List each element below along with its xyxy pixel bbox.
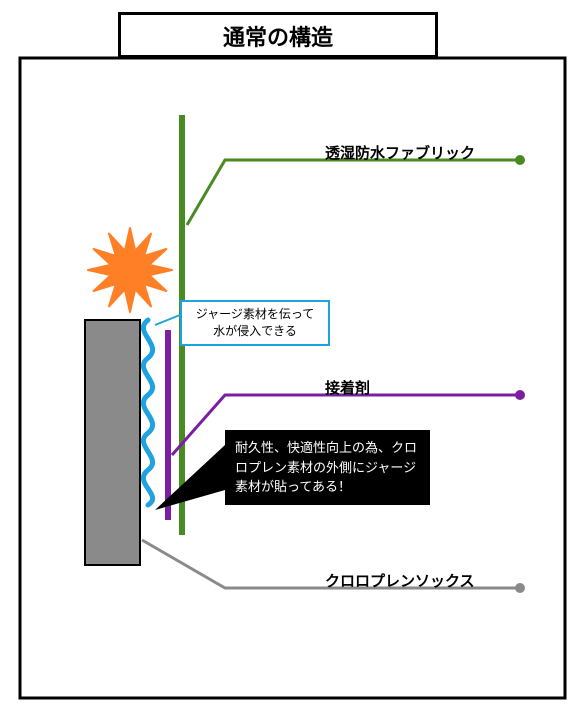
diagram-stage: 通常の構造 ジャージ素材を伝って 水が侵入できる 耐久性、快適性向上の為、クロロ… [0, 0, 585, 708]
callout-blue-line2: 水が侵入できる [213, 324, 297, 338]
callout-blue-line1: ジャージ素材を伝って [196, 307, 315, 321]
callout-water-intrusion: ジャージ素材を伝って 水が侵入できる [180, 300, 330, 346]
callout-black-text: 耐久性、快適性向上の為、クロロプレン素材の外側にジャージ素材が貼ってある！ [235, 440, 417, 494]
label-adhesive: 接着剤 [325, 377, 370, 398]
diagram-svg [0, 0, 585, 708]
label-waterproof-fabric: 透湿防水ファブリック [325, 142, 475, 163]
title-text: 通常の構造 [223, 25, 333, 50]
label-chloroprene-socks: クロロプレンソックス [325, 570, 475, 591]
title-box: 通常の構造 [118, 12, 438, 58]
callout-jersey-note: 耐久性、快適性向上の為、クロロプレン素材の外側にジャージ素材が貼ってある！ [225, 430, 430, 505]
